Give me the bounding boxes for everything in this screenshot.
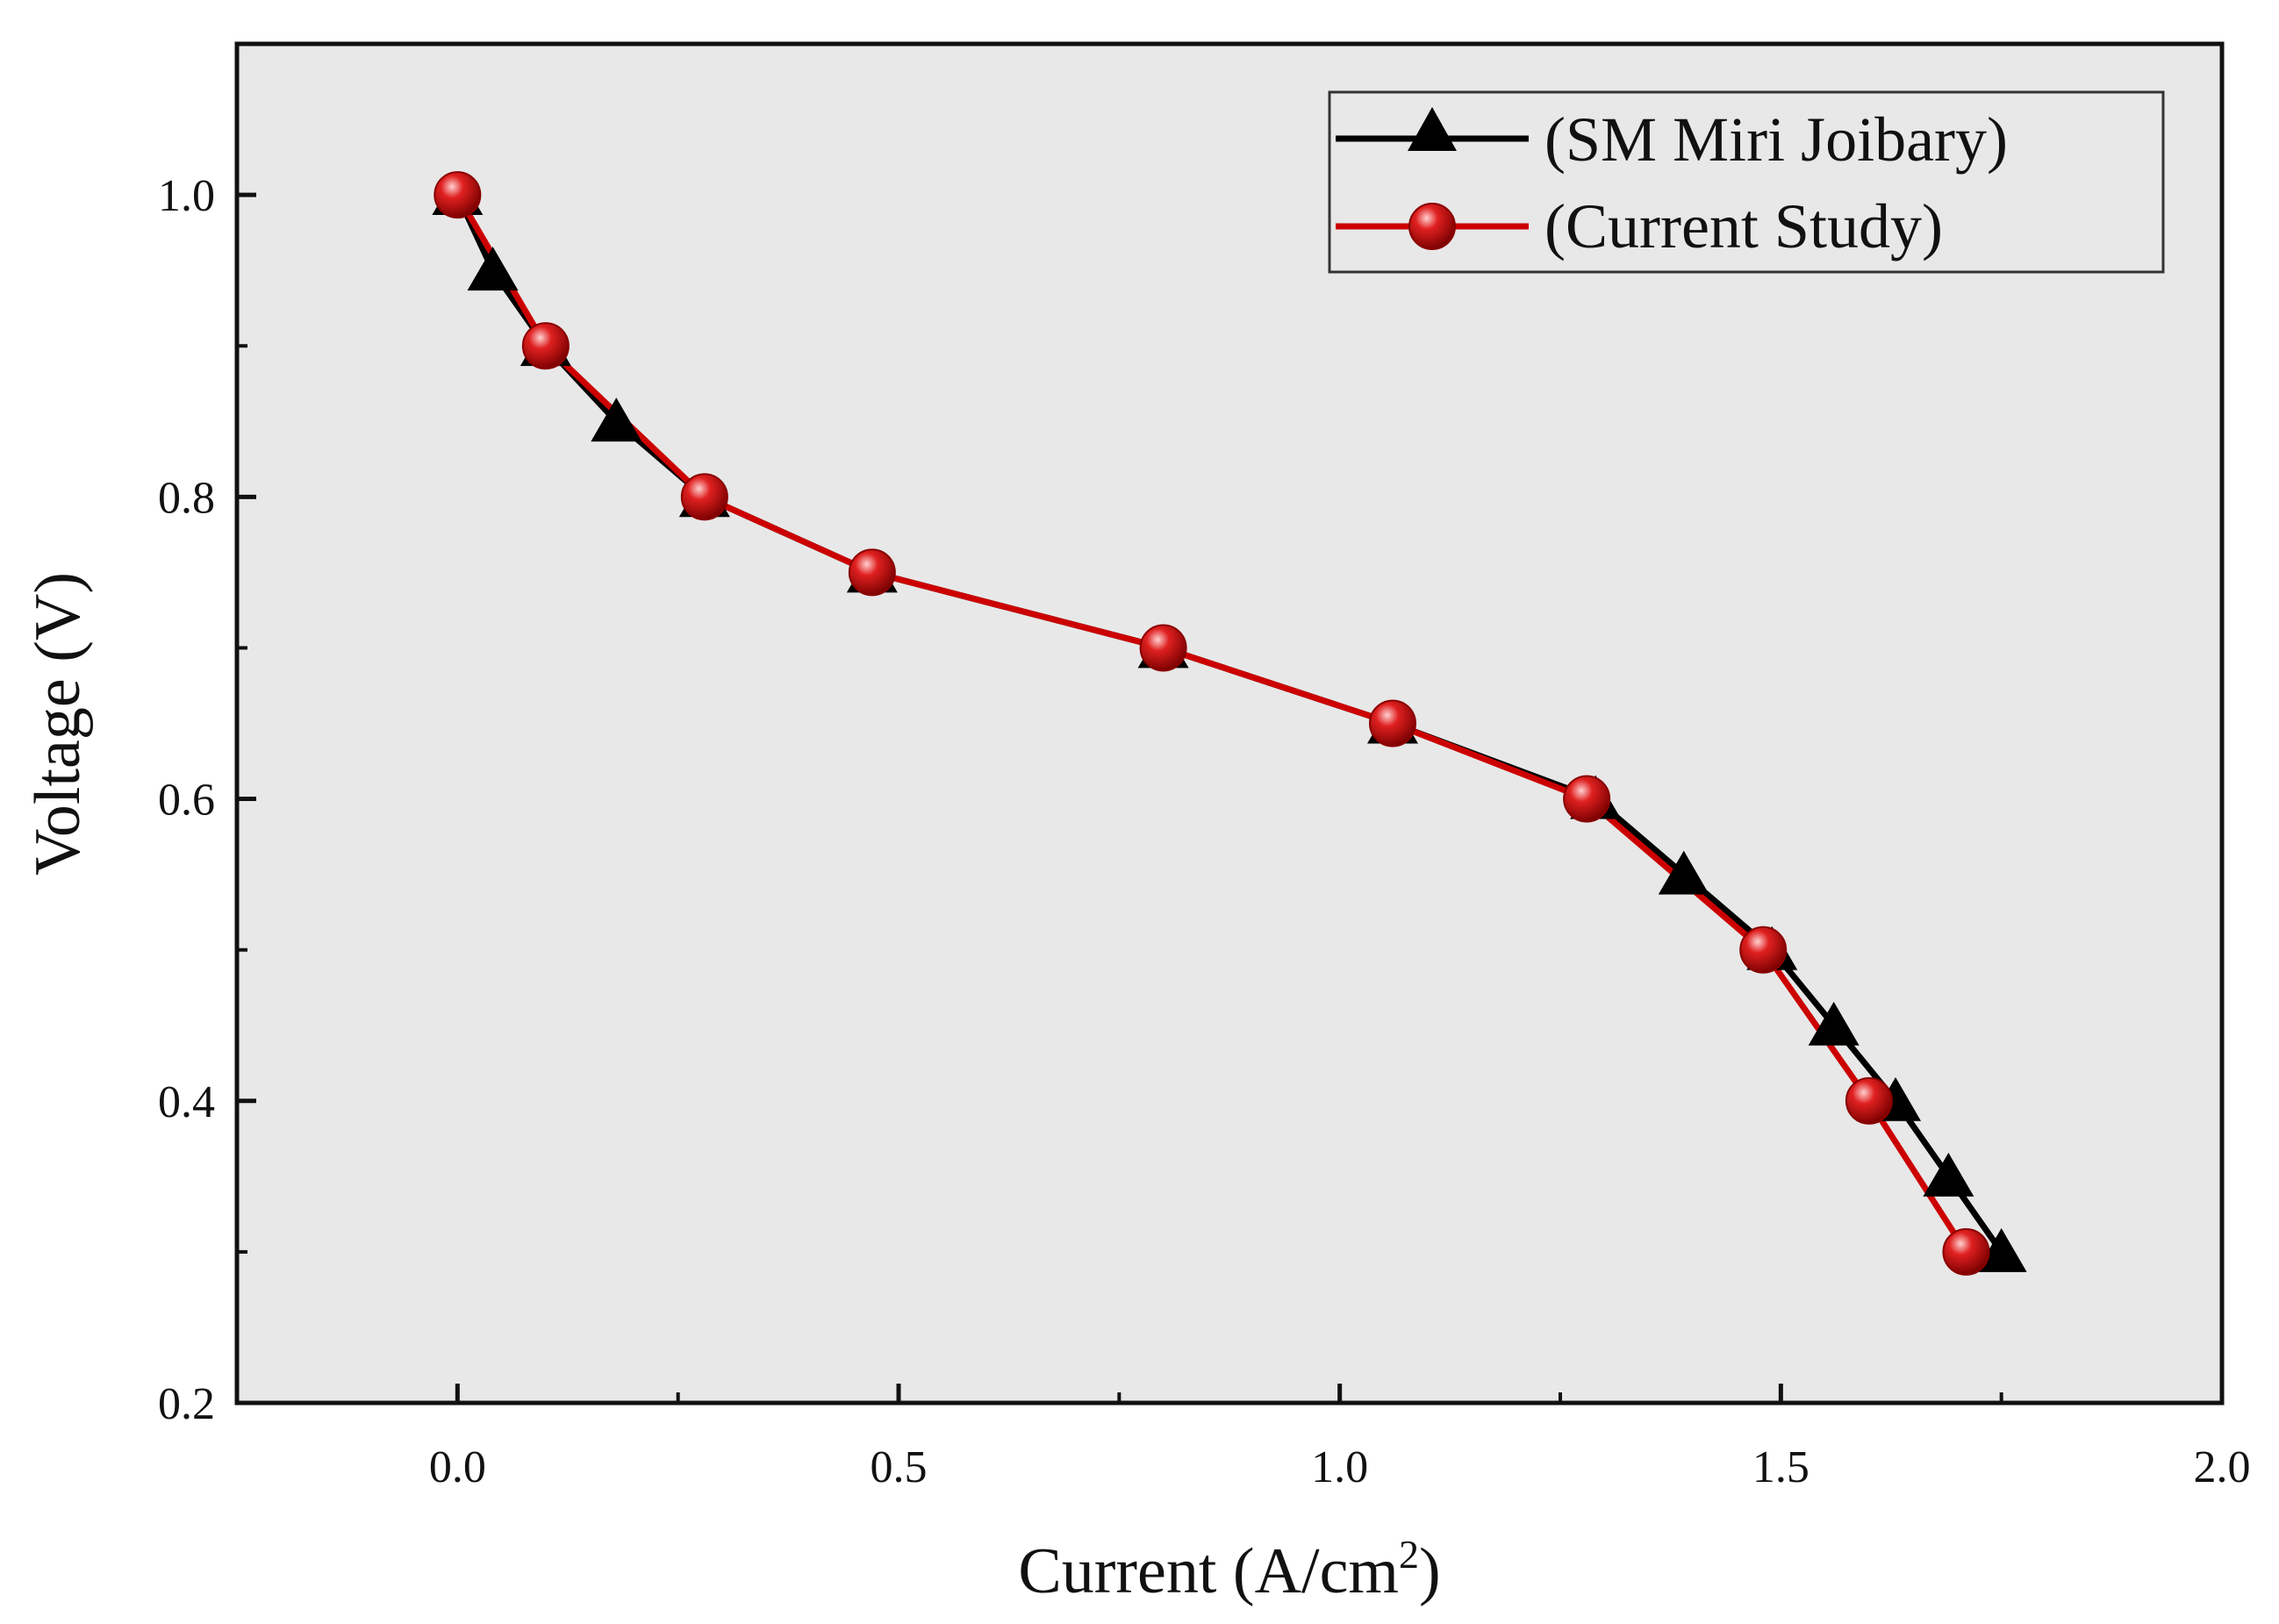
legend: (SM Miri Joibary) (Current Study) — [1328, 90, 2165, 274]
y-tick-label: 0.2 — [158, 1379, 215, 1429]
data-point-circle — [1845, 1077, 1893, 1125]
data-point-circle — [680, 473, 728, 521]
x-tick-label: 0.0 — [429, 1442, 486, 1492]
x-axis-title: Current (A/cm2) — [1018, 1532, 1440, 1607]
data-point-triangle — [1808, 1001, 1860, 1046]
legend-box — [1328, 90, 2165, 274]
y-tick-label: 0.6 — [158, 776, 215, 826]
x-tick-label: 0.5 — [871, 1442, 928, 1492]
data-point-circle — [1739, 926, 1788, 974]
data-point-triangle — [591, 397, 642, 442]
data-point-circle — [1563, 775, 1611, 823]
data-point-circle — [1942, 1227, 1990, 1276]
data-point-triangle — [1923, 1152, 1974, 1197]
data-point-circle — [521, 322, 570, 370]
series-markers — [432, 171, 2027, 1276]
data-point-circle — [1368, 699, 1416, 748]
legend-label-current-study: (Current Study) — [1544, 191, 1943, 261]
y-tick-label: 1.0 — [158, 171, 215, 221]
data-point-triangle — [1658, 850, 1709, 895]
x-tick-label: 2.0 — [2194, 1442, 2251, 1492]
y-axis-title: Voltage (V) — [22, 572, 94, 876]
data-point-circle — [1139, 624, 1187, 672]
data-point-triangle — [467, 247, 519, 291]
y-tick-label: 0.4 — [158, 1077, 215, 1127]
legend-label-sm-miri-joibary: (SM Miri Joibary) — [1544, 104, 2008, 175]
x-tick-label: 1.5 — [1752, 1442, 1810, 1492]
tick-labels: 0.0 0.5 1.0 1.5 2.0 0.2 0.4 0.6 0.8 1.0 — [158, 171, 2251, 1492]
data-point-triangle — [1975, 1227, 2027, 1272]
legend-marker-triangle — [1408, 107, 1457, 151]
y-tick-label: 0.8 — [158, 473, 215, 523]
data-point-circle — [434, 171, 482, 219]
plot-frame — [234, 41, 2225, 1406]
x-tick-label: 1.0 — [1311, 1442, 1368, 1492]
legend-marker-circle — [1408, 203, 1456, 250]
data-point-circle — [848, 548, 896, 597]
